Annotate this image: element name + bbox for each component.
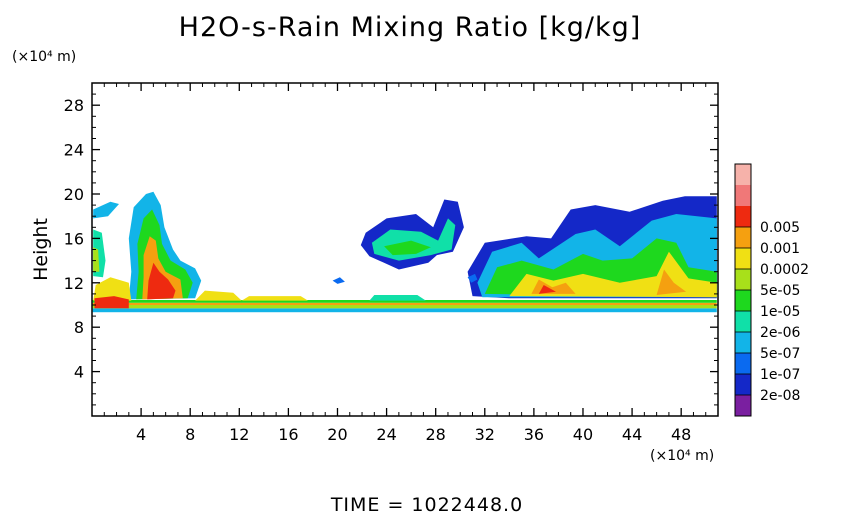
field-region-7 — [147, 262, 176, 300]
colorbar-swatch-6 — [735, 290, 751, 311]
colorbar-label: 2e-08 — [760, 388, 800, 404]
field-region-1 — [93, 201, 119, 219]
colorbar-label: 1e-07 — [760, 367, 800, 383]
x-tick-label: 44 — [622, 425, 642, 444]
x-tick-label: 8 — [185, 425, 195, 444]
field-region-11 — [241, 296, 308, 301]
x-tick-label: 4 — [136, 425, 146, 444]
colorbar-swatch-4 — [735, 332, 751, 353]
x-tick-label: 16 — [278, 425, 298, 444]
y-tick-label: 4 — [74, 363, 84, 382]
x-tick-label: 32 — [475, 425, 495, 444]
field-band-4 — [92, 300, 717, 303]
colorbar-swatch-5 — [735, 311, 751, 332]
colorbar-swatch-1 — [735, 395, 751, 416]
x-tick-label: 36 — [524, 425, 544, 444]
colorbar-swatch-11 — [735, 185, 751, 206]
y-tick-label: 8 — [74, 318, 84, 337]
y-tick-label: 16 — [64, 229, 84, 248]
colorbar-swatch-3 — [735, 353, 751, 374]
field-band-2 — [92, 305, 717, 309]
x-tick-label: 24 — [376, 425, 396, 444]
colorbar-swatch-8 — [735, 248, 751, 269]
y-tick-label: 24 — [64, 141, 84, 160]
field-region-24 — [467, 273, 478, 283]
field-band-3 — [92, 302, 717, 305]
y-axis-label: Height — [30, 218, 52, 281]
field-region-3 — [93, 247, 100, 272]
y-tick-label: 12 — [64, 274, 84, 293]
x-tick-label: 40 — [573, 425, 593, 444]
field-band-1 — [92, 308, 717, 313]
colorbar-swatch-12 — [735, 164, 751, 185]
x-axis-unit: (×10⁴ m) — [650, 448, 714, 464]
colorbar-label: 0.0002 — [760, 262, 809, 278]
colorbar-swatch-10 — [735, 206, 751, 227]
colorbar-swatch-9 — [735, 227, 751, 248]
colorbar-label: 5e-07 — [760, 346, 800, 362]
time-label: TIME = 1022448.0 — [330, 494, 524, 516]
colorbar-label: 2e-06 — [760, 325, 800, 341]
colorbar-label: 1e-05 — [760, 304, 800, 320]
field-region-22 — [369, 295, 426, 301]
field-region-8 — [93, 277, 132, 301]
field-region-10 — [195, 290, 242, 301]
colorbar-label: 5e-05 — [760, 283, 800, 299]
x-tick-label: 20 — [327, 425, 347, 444]
x-tick-label: 28 — [426, 425, 446, 444]
x-tick-label: 12 — [229, 425, 249, 444]
y-axis-unit: (×10⁴ m) — [12, 49, 76, 65]
rain-mixing-ratio-field — [92, 191, 717, 313]
field-region-9 — [94, 296, 129, 309]
field-region-14 — [384, 240, 431, 256]
colorbar-label: 0.005 — [760, 220, 800, 236]
colorbar: 2e-08 1e-07 5e-07 2e-06 1e-05 5e-05 0.0002 0.00… — [734, 163, 809, 417]
field-region-21 — [538, 285, 556, 294]
chart-title: H2O-s-Rain Mixing Ratio [kg/kg] — [178, 12, 642, 43]
x-tick-label: 48 — [671, 425, 691, 444]
y-tick-label: 20 — [64, 185, 84, 204]
colorbar-swatch-7 — [735, 269, 751, 290]
field-region-23 — [332, 277, 345, 284]
colorbar-label: 0.001 — [760, 241, 800, 257]
colorbar-swatch-2 — [735, 374, 751, 395]
y-tick-label: 28 — [64, 96, 84, 115]
field-region-20 — [656, 269, 687, 295]
